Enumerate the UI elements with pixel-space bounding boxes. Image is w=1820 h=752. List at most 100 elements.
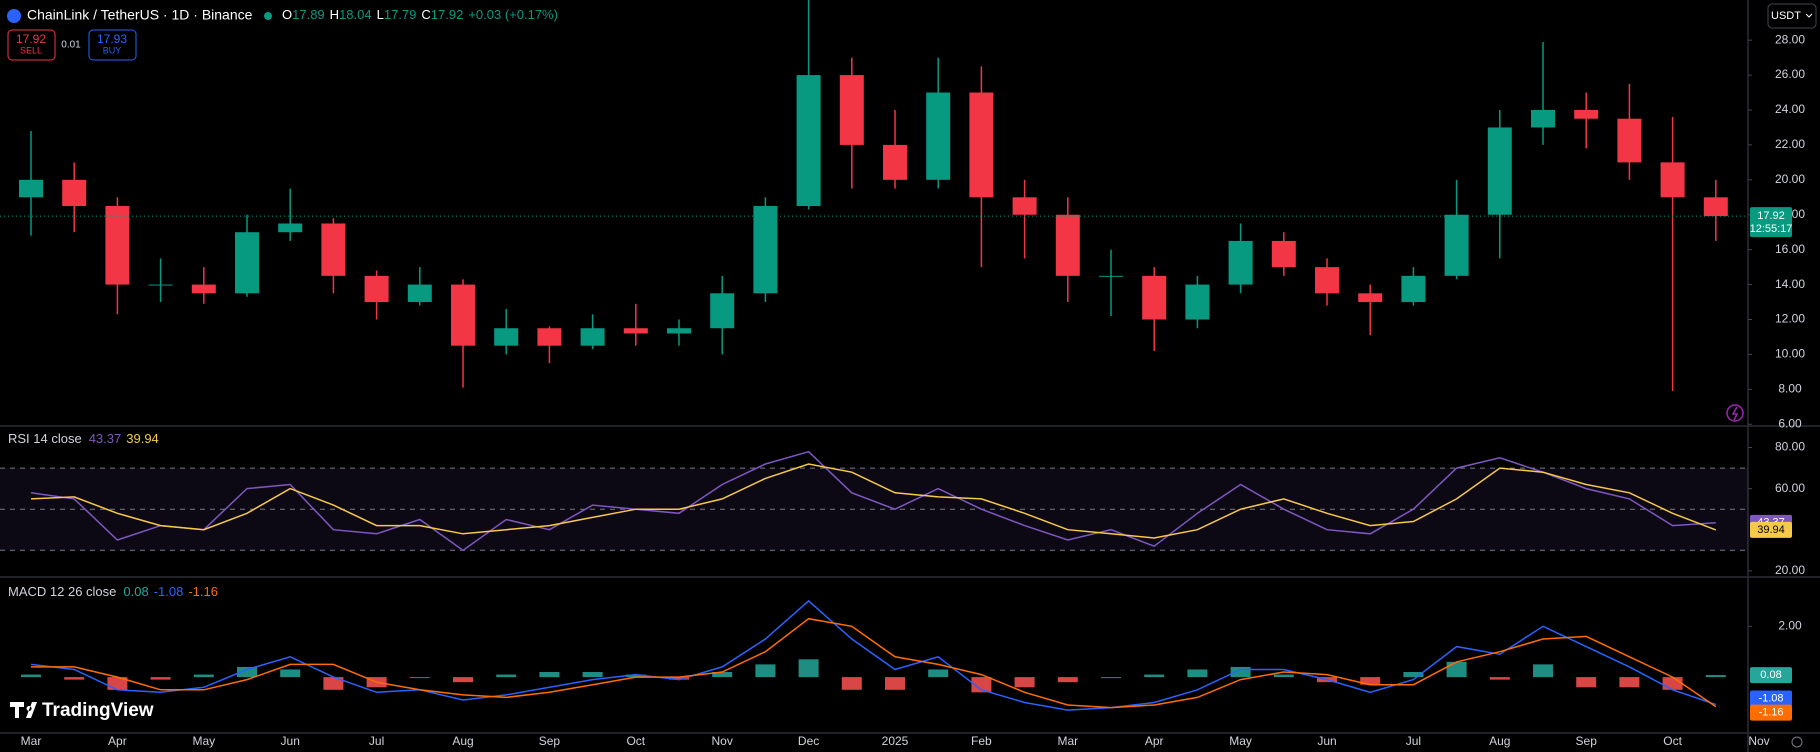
histogram-bar — [280, 669, 301, 678]
time-label: Nov — [1748, 734, 1769, 748]
rsi-legend: RSI 14 close 43.37 39.94 — [8, 431, 159, 446]
candle-body — [839, 75, 864, 145]
time-label: Aug — [1489, 734, 1510, 748]
histogram-bar — [1101, 677, 1121, 679]
time-label: Oct — [1663, 734, 1682, 748]
candle-body — [364, 275, 389, 303]
candle-body — [451, 284, 475, 346]
histogram-bar — [237, 666, 257, 678]
candle-body — [105, 206, 130, 285]
time-label: Mar — [1057, 734, 1078, 748]
y-tick-label: 28.00 — [1775, 32, 1805, 46]
alert-icon-bolt — [1731, 406, 1739, 421]
ohlc-value: 18.04 — [339, 7, 372, 22]
sell-button[interactable] — [7, 29, 56, 61]
candle-body — [1574, 109, 1599, 119]
last-price-badge-value: 17.92 — [1757, 210, 1785, 222]
time-label: Nov — [712, 734, 733, 748]
candle-body — [235, 232, 259, 294]
y-tick-label: 26.00 — [1775, 67, 1805, 81]
candle-body — [19, 179, 43, 198]
candle-body — [1315, 267, 1339, 294]
y-tick-label: 80.00 — [1775, 440, 1805, 454]
market-status — [264, 12, 272, 20]
ohlc-key: H — [330, 7, 339, 22]
symbol-logo[interactable] — [7, 9, 21, 23]
brand-mark — [10, 702, 37, 718]
candle-body — [1012, 197, 1037, 215]
histogram-bar — [323, 677, 344, 690]
y-tick-label: 12.00 — [1775, 312, 1805, 326]
time-label: Dec — [798, 734, 819, 748]
candle-body — [883, 144, 907, 180]
sell-price[interactable]: 17.92 — [16, 32, 46, 46]
ohlc-value: 17.92 — [431, 7, 464, 22]
candle-body — [1703, 197, 1728, 217]
histogram-badge — [1750, 667, 1792, 684]
symbol-title[interactable]: ChainLink / TetherUS · 1D · Binance — [27, 7, 253, 23]
buy-label[interactable]: BUY — [103, 45, 122, 55]
candle-body — [191, 284, 216, 294]
time-label: Apr — [108, 734, 127, 748]
macd-legend: MACD 12 26 close 0.08 -1.08 -1.16 — [8, 584, 218, 599]
time-label: Jun — [281, 734, 300, 748]
macd-badge — [1750, 690, 1792, 707]
buy-button[interactable] — [88, 29, 137, 61]
time-label: May — [1229, 734, 1252, 748]
histogram-bar — [453, 677, 473, 683]
candle-body — [710, 293, 735, 329]
sell-label[interactable]: SELL — [20, 45, 42, 55]
histogram-bar — [1705, 675, 1726, 678]
histogram-bar — [539, 672, 560, 678]
settings-icon[interactable] — [1791, 736, 1803, 748]
candle-body — [1401, 275, 1426, 303]
rsi-ma-value: 39.94 — [126, 431, 159, 446]
time-label: Jul — [1406, 734, 1421, 748]
candle-body — [580, 328, 605, 346]
candle-body — [1271, 240, 1296, 268]
histogram-bar — [150, 677, 171, 680]
histogram-badge-value: 0.08 — [1760, 669, 1781, 681]
currency-button[interactable] — [1767, 3, 1817, 29]
histogram-bar — [1403, 672, 1424, 678]
candle-body — [1487, 127, 1512, 215]
candle-body — [1099, 275, 1123, 277]
ohlc-value: 17.79 — [384, 7, 417, 22]
histogram-bar — [193, 674, 214, 678]
candle-body — [969, 92, 994, 198]
candle-body — [407, 284, 432, 303]
time-label: Sep — [1576, 734, 1598, 748]
time-label: Feb — [971, 734, 992, 748]
time-label: Jun — [1317, 734, 1336, 748]
rsi-title: RSI 14 close — [8, 431, 82, 446]
y-tick-label: 8.00 — [1778, 382, 1802, 396]
histogram-bar — [669, 677, 689, 680]
y-tick-label: 14.00 — [1775, 277, 1805, 291]
time-label: Apr — [1145, 734, 1164, 748]
candle-body — [148, 284, 173, 286]
ohlc-change: +0.03 (+0.17%) — [468, 7, 558, 22]
histogram-bar — [496, 674, 517, 678]
macd-badge-value: -1.08 — [1758, 692, 1783, 704]
macd-value: -1.08 — [154, 584, 184, 599]
time-label: Oct — [626, 734, 645, 748]
currency-label[interactable]: USDT — [1771, 10, 1801, 22]
macd-title: MACD 12 26 close — [8, 584, 116, 599]
brand-logo: TradingView — [10, 700, 154, 721]
alert-icon[interactable] — [1726, 404, 1744, 422]
rsi-badge — [1750, 521, 1792, 538]
buy-price[interactable]: 17.93 — [97, 32, 127, 46]
signal-value: -1.16 — [188, 584, 218, 599]
candle-body — [537, 328, 562, 346]
ohlc-key: O — [282, 7, 292, 22]
y-tick-label: 6.00 — [1778, 416, 1802, 430]
ohlc-key: C — [421, 7, 430, 22]
candle-body — [1358, 293, 1383, 303]
histogram-bar — [1057, 677, 1078, 683]
histogram-bar — [1273, 674, 1294, 678]
y-tick-label: 22.00 — [1775, 137, 1805, 151]
brand-name: TradingView — [42, 700, 154, 721]
histogram-bar — [1014, 677, 1035, 688]
